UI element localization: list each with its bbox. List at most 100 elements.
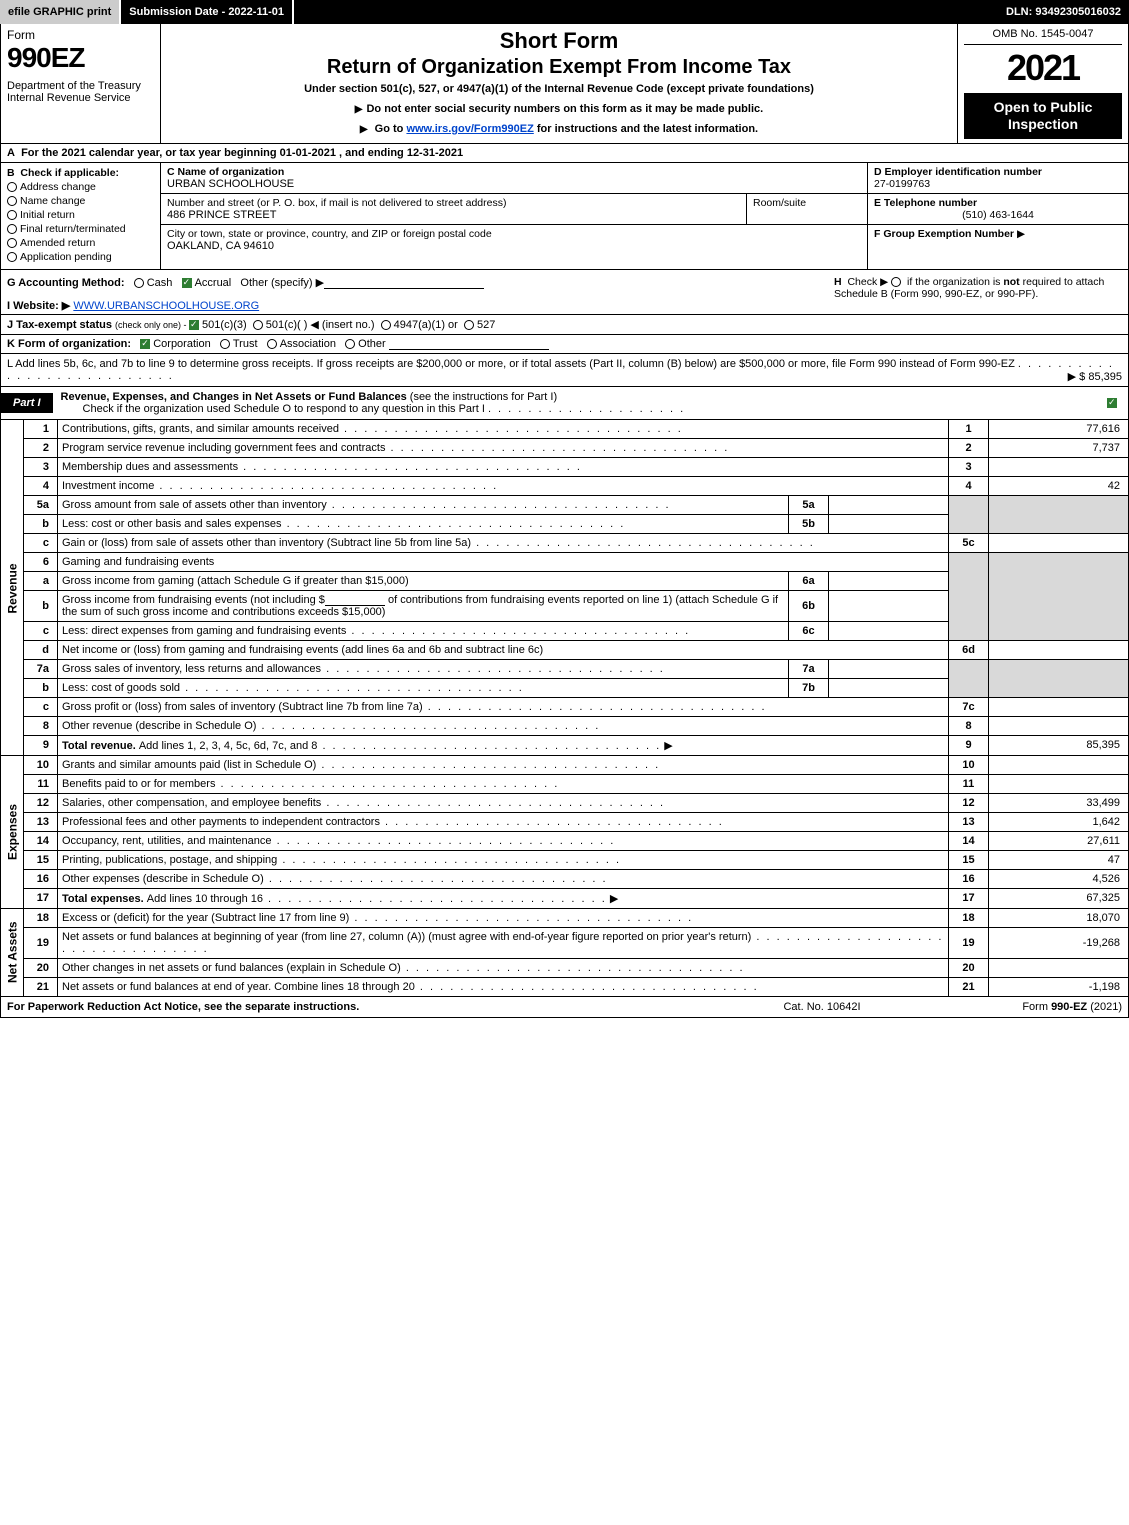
e-label: E Telephone number bbox=[874, 197, 1122, 209]
chk-amended-return[interactable]: Amended return bbox=[7, 237, 154, 249]
ln5ab-shade-val bbox=[989, 495, 1129, 533]
f-label: F Group Exemption Number bbox=[874, 228, 1014, 240]
chk-name-change[interactable]: Name change bbox=[7, 195, 154, 207]
j-501c-radio[interactable] bbox=[253, 320, 263, 330]
ln11-desc: Benefits paid to or for members bbox=[58, 774, 949, 793]
ln7b-desc: Less: cost of goods sold bbox=[58, 678, 789, 697]
line-j: J Tax-exempt status (check only one) - 5… bbox=[0, 315, 1129, 335]
g-other-label: Other (specify) ▶ bbox=[240, 277, 324, 289]
k-assoc-label: Association bbox=[280, 338, 336, 350]
ln1-desc: Contributions, gifts, grants, and simila… bbox=[58, 420, 949, 439]
j-501c3-check[interactable] bbox=[189, 320, 199, 330]
ln13-col: 13 bbox=[949, 812, 989, 831]
ln13-num: 13 bbox=[24, 812, 58, 831]
ln8-desc: Other revenue (describe in Schedule O) bbox=[58, 716, 949, 735]
part1-title-note: (see the instructions for Part I) bbox=[410, 391, 557, 403]
ln13-desc: Professional fees and other payments to … bbox=[58, 812, 949, 831]
part1-title: Revenue, Expenses, and Changes in Net As… bbox=[53, 387, 1099, 419]
ln16-val: 4,526 bbox=[989, 869, 1129, 888]
ln5ab-shade bbox=[949, 495, 989, 533]
g-cash-label: Cash bbox=[147, 277, 173, 289]
efile-print[interactable]: efile GRAPHIC print bbox=[0, 0, 121, 24]
ln5a-mid: 5a bbox=[789, 495, 829, 514]
ln6c-mid: 6c bbox=[789, 621, 829, 640]
j-501c3-label: 501(c)(3) bbox=[202, 319, 247, 331]
g-cash-radio[interactable] bbox=[134, 278, 144, 288]
ln5b-desc: Less: cost or other basis and sales expe… bbox=[58, 514, 789, 533]
ln5c-desc: Gain or (loss) from sale of assets other… bbox=[58, 533, 949, 552]
g-other-input[interactable] bbox=[324, 277, 484, 289]
chk-address-change[interactable]: Address change bbox=[7, 181, 154, 193]
j-527-radio[interactable] bbox=[464, 320, 474, 330]
goto-link[interactable]: www.irs.gov/Form990EZ bbox=[406, 123, 533, 135]
website-link[interactable]: WWW.URBANSCHOOLHOUSE.ORG bbox=[73, 300, 259, 312]
ln4-val: 42 bbox=[989, 476, 1129, 495]
col-b: B Check if applicable: Address change Na… bbox=[1, 163, 161, 269]
line-k: K Form of organization: Corporation Trus… bbox=[0, 335, 1129, 354]
c-addr-value: 486 PRINCE STREET bbox=[167, 209, 740, 221]
submission-date: Submission Date - 2022-11-01 bbox=[121, 0, 294, 24]
ln6a-midval bbox=[829, 571, 949, 590]
ln20-col: 20 bbox=[949, 958, 989, 977]
k-assoc-radio[interactable] bbox=[267, 339, 277, 349]
ln6-num: 6 bbox=[24, 552, 58, 571]
ln6a-desc: Gross income from gaming (attach Schedul… bbox=[58, 571, 789, 590]
part1-schedule-o-check[interactable] bbox=[1099, 393, 1128, 413]
ln2-num: 2 bbox=[24, 438, 58, 457]
i-label: I Website: ▶ bbox=[7, 300, 70, 312]
k-corp-check[interactable] bbox=[140, 339, 150, 349]
k-trust-radio[interactable] bbox=[220, 339, 230, 349]
h-checkbox[interactable] bbox=[891, 277, 901, 287]
open-public-box: Open to Public Inspection bbox=[964, 93, 1122, 139]
j-4947-radio[interactable] bbox=[381, 320, 391, 330]
return-title: Return of Organization Exempt From Incom… bbox=[169, 56, 949, 79]
ln9-col: 9 bbox=[949, 735, 989, 755]
footer-center: Cat. No. 10642I bbox=[722, 1001, 922, 1013]
f-arrow-icon: ▶ bbox=[1017, 228, 1025, 240]
c-city-label: City or town, state or province, country… bbox=[167, 228, 861, 240]
ln9-num: 9 bbox=[24, 735, 58, 755]
ln6b-amount-input[interactable] bbox=[325, 594, 385, 606]
form-id-block: Form 990EZ Department of the Treasury In… bbox=[1, 24, 161, 143]
k-other-input[interactable] bbox=[389, 338, 549, 350]
block-bcdef: B Check if applicable: Address change Na… bbox=[0, 163, 1129, 270]
ln14-col: 14 bbox=[949, 831, 989, 850]
ln6d-col: 6d bbox=[949, 640, 989, 659]
ln5c-col: 5c bbox=[949, 533, 989, 552]
ln15-val: 47 bbox=[989, 850, 1129, 869]
ln5c-val bbox=[989, 533, 1129, 552]
ln19-num: 19 bbox=[24, 927, 58, 958]
line-l: L Add lines 5b, 6c, and 7b to line 9 to … bbox=[0, 354, 1129, 387]
chk-initial-return[interactable]: Initial return bbox=[7, 209, 154, 221]
ln15-num: 15 bbox=[24, 850, 58, 869]
ln21-num: 21 bbox=[24, 977, 58, 996]
c-room: Room/suite bbox=[747, 194, 867, 224]
chk-application-pending[interactable]: Application pending bbox=[7, 251, 154, 263]
b-header: B Check if applicable: bbox=[7, 167, 154, 179]
ln14-num: 14 bbox=[24, 831, 58, 850]
g-accrual-check[interactable] bbox=[182, 278, 192, 288]
c-addr-label: Number and street (or P. O. box, if mail… bbox=[167, 197, 740, 209]
ln6c-midval bbox=[829, 621, 949, 640]
ln15-col: 15 bbox=[949, 850, 989, 869]
ln21-desc: Net assets or fund balances at end of ye… bbox=[58, 977, 949, 996]
h-text1: Check ▶ bbox=[847, 276, 888, 288]
line-a: A For the 2021 calendar year, or tax yea… bbox=[0, 144, 1129, 163]
short-form-title: Short Form bbox=[169, 28, 949, 54]
ln18-val: 18,070 bbox=[989, 908, 1129, 927]
ln7c-val bbox=[989, 697, 1129, 716]
g-accrual-label: Accrual bbox=[195, 277, 232, 289]
chk-final-return-label: Final return/terminated bbox=[20, 223, 126, 235]
side-revenue: Revenue bbox=[1, 420, 24, 756]
chk-final-return[interactable]: Final return/terminated bbox=[7, 223, 154, 235]
ln16-col: 16 bbox=[949, 869, 989, 888]
c-name-value: URBAN SCHOOLHOUSE bbox=[167, 178, 861, 190]
c-name-label: C Name of organization bbox=[167, 166, 861, 178]
ln4-col: 4 bbox=[949, 476, 989, 495]
d-value: 27-0199763 bbox=[874, 178, 1122, 190]
g-left: G Accounting Method: Cash Accrual Other … bbox=[1, 270, 828, 314]
ln14-desc: Occupancy, rent, utilities, and maintena… bbox=[58, 831, 949, 850]
k-other-radio[interactable] bbox=[345, 339, 355, 349]
ln5a-num: 5a bbox=[24, 495, 58, 514]
ln3-num: 3 bbox=[24, 457, 58, 476]
